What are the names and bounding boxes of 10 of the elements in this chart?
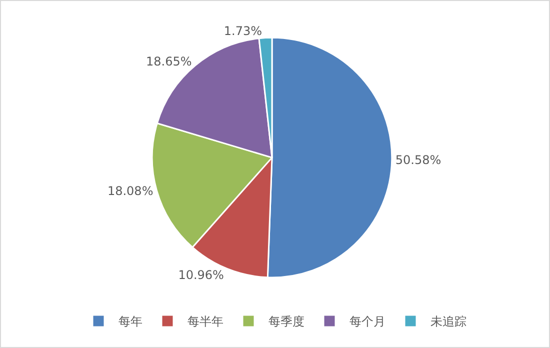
legend-label: 每年: [118, 314, 142, 329]
legend-label: 未追踪: [430, 314, 466, 329]
legend-label: 每个月: [350, 314, 386, 329]
data-label: 10.96%: [178, 268, 224, 282]
legend-label: 每半年: [188, 314, 224, 329]
data-label: 50.58%: [395, 152, 442, 167]
legend-label: 每季度: [268, 314, 304, 329]
data-label: 18.65%: [146, 54, 192, 68]
data-label: 18.08%: [107, 184, 154, 198]
data-label: 1.73%: [224, 24, 262, 38]
